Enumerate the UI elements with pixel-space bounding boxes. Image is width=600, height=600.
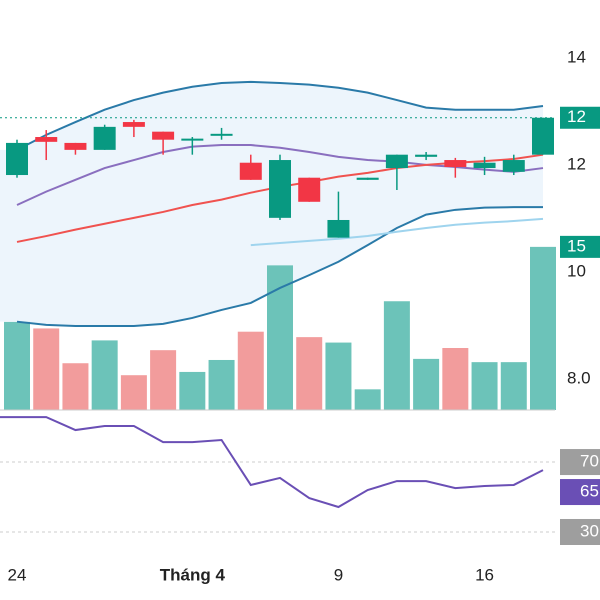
volume-bar: [33, 328, 60, 410]
rsi-badge: 65: [580, 482, 599, 501]
volume-bar: [4, 321, 30, 410]
volume-bar: [179, 371, 206, 410]
candle-body: [298, 177, 321, 202]
volume-bar: [383, 301, 410, 410]
candle-body: [122, 122, 145, 127]
candle-body: [385, 154, 408, 169]
rsi-badge-bg: [560, 479, 600, 506]
y-tick-label: 8.0: [567, 368, 591, 387]
candle-body: [415, 154, 438, 157]
y-tick-label: 10: [567, 261, 586, 280]
volume-bar: [267, 265, 293, 410]
x-tick-label: 24: [8, 565, 27, 584]
price-badge-bg: [560, 106, 600, 129]
candle-body: [35, 137, 58, 142]
volume-bar: [471, 362, 498, 410]
candle-body: [444, 160, 467, 167]
price-badge: 12: [567, 107, 586, 126]
candle-body: [532, 117, 554, 155]
indicator-line: [16, 80, 544, 151]
volume-badge: 15: [567, 236, 586, 255]
volume-bar: [150, 350, 177, 410]
volume-bar: [296, 337, 323, 410]
x-tick-label: 16: [475, 565, 494, 584]
volume-bar: [237, 331, 264, 410]
volume-bar: [530, 246, 556, 410]
candle-body: [473, 162, 496, 169]
candle-body: [269, 160, 291, 218]
indicator-line: [250, 217, 544, 247]
candle-body: [64, 142, 87, 150]
volume-badge-bg: [560, 235, 600, 258]
rsi-tick-bg: [560, 518, 600, 545]
x-tick-label: Tháng 4: [160, 565, 226, 584]
rsi-tick-bg: [560, 449, 600, 476]
candle-body: [210, 133, 233, 136]
volume-bar: [120, 375, 147, 410]
candle-body: [502, 160, 525, 172]
rsi-tick-label: 30: [580, 521, 599, 540]
candle-body: [6, 142, 28, 176]
volume-bar: [354, 389, 381, 410]
volume-bar: [62, 363, 89, 410]
candle-body: [239, 162, 262, 180]
y-tick-label: 12: [567, 154, 586, 173]
volume-bar: [500, 362, 527, 410]
rsi-line: [0, 416, 544, 509]
y-tick-label: 14: [567, 47, 586, 66]
volume-bar: [413, 358, 440, 410]
volume-bar: [442, 348, 469, 410]
indicator-line: [16, 206, 543, 327]
x-tick-label: 9: [334, 565, 343, 584]
candle-body: [356, 177, 379, 180]
candle-body: [181, 138, 204, 141]
candle-body: [93, 126, 116, 150]
rsi-tick-label: 70: [580, 452, 599, 471]
volume-bar: [325, 342, 352, 410]
volume-bar: [91, 340, 118, 410]
volume-bar: [208, 359, 235, 410]
candle-body: [327, 219, 350, 238]
candle-body: [152, 131, 175, 140]
